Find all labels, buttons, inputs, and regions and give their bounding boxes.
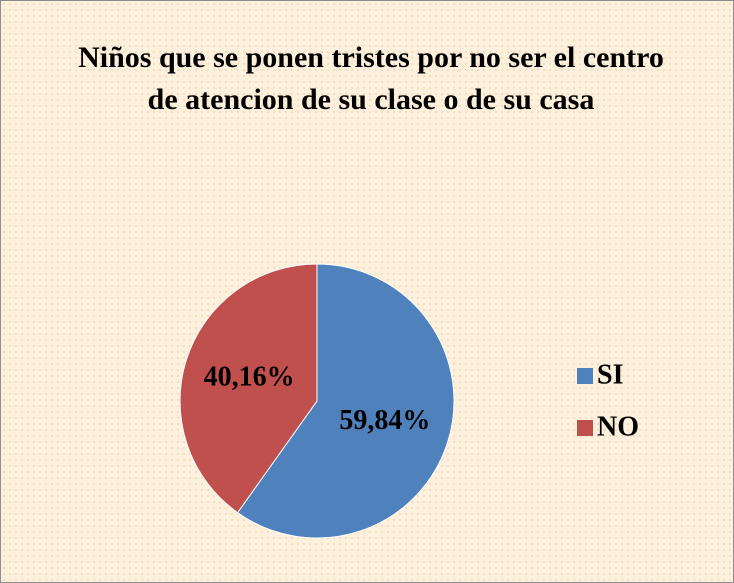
legend-swatch xyxy=(577,368,593,384)
pie-slice xyxy=(236,263,455,539)
legend-label: SI xyxy=(597,359,623,390)
chart-title: Niños que se ponen tristes por no ser el… xyxy=(78,41,664,116)
pie-slice xyxy=(179,263,318,514)
legend-label: NO xyxy=(597,411,639,442)
data-label: 59,84% xyxy=(339,405,430,436)
data-label: 40,16% xyxy=(204,362,295,393)
legend-swatch xyxy=(577,420,593,436)
